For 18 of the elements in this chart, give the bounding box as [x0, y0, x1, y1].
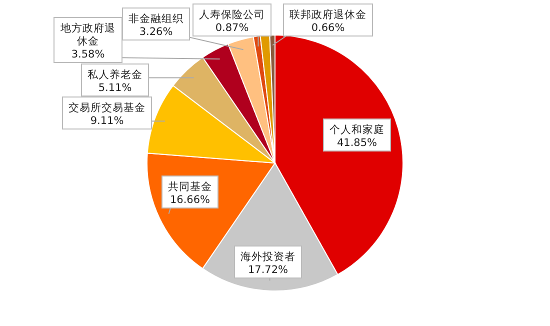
- slice-label: 人寿保险公司: [199, 9, 265, 21]
- data-label: 16.66%: [170, 194, 210, 206]
- data-label: 3.26%: [139, 26, 173, 38]
- slice-label: 交易所交易基金: [68, 101, 146, 114]
- slice-label: 个人和家庭: [330, 123, 384, 136]
- data-label: 41.85%: [336, 137, 378, 149]
- slice-label: 私人养老金: [88, 68, 142, 81]
- data-label: 5.11%: [98, 82, 132, 94]
- slice-label: 联邦政府退休金: [290, 8, 366, 21]
- data-label: 0.87%: [215, 22, 249, 34]
- slice-label: 海外投资者: [240, 250, 296, 263]
- slice-label: 共同基金: [168, 180, 212, 193]
- slice-label: 非金融组织: [128, 12, 184, 25]
- data-label: 17.72%: [248, 264, 288, 276]
- data-label: 9.11%: [90, 115, 124, 127]
- data-label: 3.58%: [71, 48, 105, 60]
- slice-label: 地方政府退休金: [60, 22, 116, 48]
- data-label: 0.66%: [311, 22, 345, 34]
